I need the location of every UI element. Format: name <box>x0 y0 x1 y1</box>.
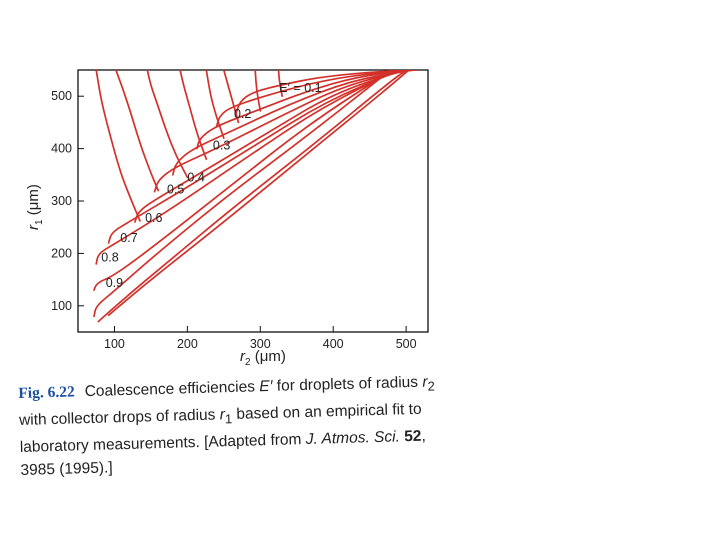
y-tick-label: 100 <box>51 299 72 313</box>
efficiency-curve-extra-12 <box>146 70 189 179</box>
figure-label: Fig. 6.22 <box>18 383 75 402</box>
efficiency-curve-extra-11 <box>107 70 410 317</box>
x-tick-label: 400 <box>323 337 344 351</box>
curve-label-0-7: 0.7 <box>120 231 137 245</box>
efficiency-curve-extra-17 <box>95 70 141 222</box>
y-axis-ticks: 100 200 300 400 500 <box>51 89 84 313</box>
y-axis-label: r1 (μm) <box>25 184 45 230</box>
y-tick-label: 500 <box>51 89 72 103</box>
curve-label-0-9: 0.9 <box>106 276 123 290</box>
y-axis-label-unit: (μm) <box>25 184 42 219</box>
curve-label-0-4: 0.4 <box>187 171 204 185</box>
efficiency-curve-extra-15 <box>222 70 240 124</box>
curve-label-0-5: 0.5 <box>167 183 184 197</box>
x-axis-label-var: r <box>240 348 246 365</box>
curve-label-0-1: E′ = 0.1 <box>279 81 321 95</box>
curve-labels-group: E′ = 0.1 0.2 0.3 0.40.5 0.6 0.70.8 0.9 <box>101 81 321 290</box>
caption-text-1: Coalescence efficiencies <box>84 378 260 401</box>
caption-text-3: with collector drops of radius <box>18 406 220 430</box>
y-tick-label: 300 <box>51 194 72 208</box>
efficiency-curve-extra-9 <box>93 70 391 318</box>
efficiency-curve-extra-10 <box>97 70 407 323</box>
efficiency-curve-0-8 <box>95 70 397 265</box>
efficiency-curve-0-6 <box>134 70 404 223</box>
curves-group <box>93 70 418 323</box>
curve-label-0-6: 0.6 <box>145 211 162 225</box>
y-tick-label: 400 <box>51 142 72 156</box>
y-axis-label-sub: 1 <box>34 219 45 225</box>
y-tick-label: 200 <box>51 246 72 260</box>
figure-caption: Fig. 6.22 Coalescence efficiencies E′ for… <box>18 370 461 482</box>
x-tick-label: 500 <box>396 337 417 351</box>
x-axis-label-sub: 2 <box>245 357 251 368</box>
efficiency-curve-0-2 <box>215 70 416 128</box>
x-axis-ticks: 100 200 300 400 500 <box>104 326 417 351</box>
efficiency-curve-0-3 <box>196 70 415 150</box>
y-axis-label-var: r <box>25 224 42 230</box>
efficiency-curve-extra-13 <box>179 70 208 160</box>
x-tick-label: 100 <box>104 337 125 351</box>
coalescence-chart: E′ = 0.1 0.2 0.3 0.40.5 0.6 0.70.8 0.9 100 200 3… <box>25 69 429 368</box>
x-axis-label: r2 (μm) <box>240 348 286 368</box>
efficiency-curve-extra-16 <box>115 70 160 192</box>
caption-volume: 52 <box>403 427 422 446</box>
efficiency-curve-0-4 <box>171 70 411 176</box>
curve-label-0-8: 0.8 <box>101 250 118 264</box>
x-tick-label: 300 <box>250 337 271 351</box>
caption-var-e: E′ <box>259 377 273 396</box>
efficiency-curve-0-5 <box>153 70 407 193</box>
x-tick-label: 200 <box>177 337 198 351</box>
efficiency-curve-0-1 <box>235 70 418 114</box>
efficiency-curve-0-7 <box>107 70 400 244</box>
efficiency-curve-0-9 <box>93 70 393 291</box>
x-axis-label-unit: (μm) <box>251 348 286 365</box>
caption-journal: J. Atmos. Sci. <box>305 428 401 449</box>
caption-sub-2: 2 <box>427 378 436 394</box>
curve-label-0-2: 0.2 <box>234 107 251 121</box>
efficiency-curve-extra-14 <box>205 70 225 139</box>
caption-text-2: for droplets of radius <box>272 373 423 395</box>
efficiency-curve-extra-19 <box>277 70 284 98</box>
efficiency-curve-extra-18 <box>254 70 262 112</box>
curve-label-0-3: 0.3 <box>213 139 230 153</box>
